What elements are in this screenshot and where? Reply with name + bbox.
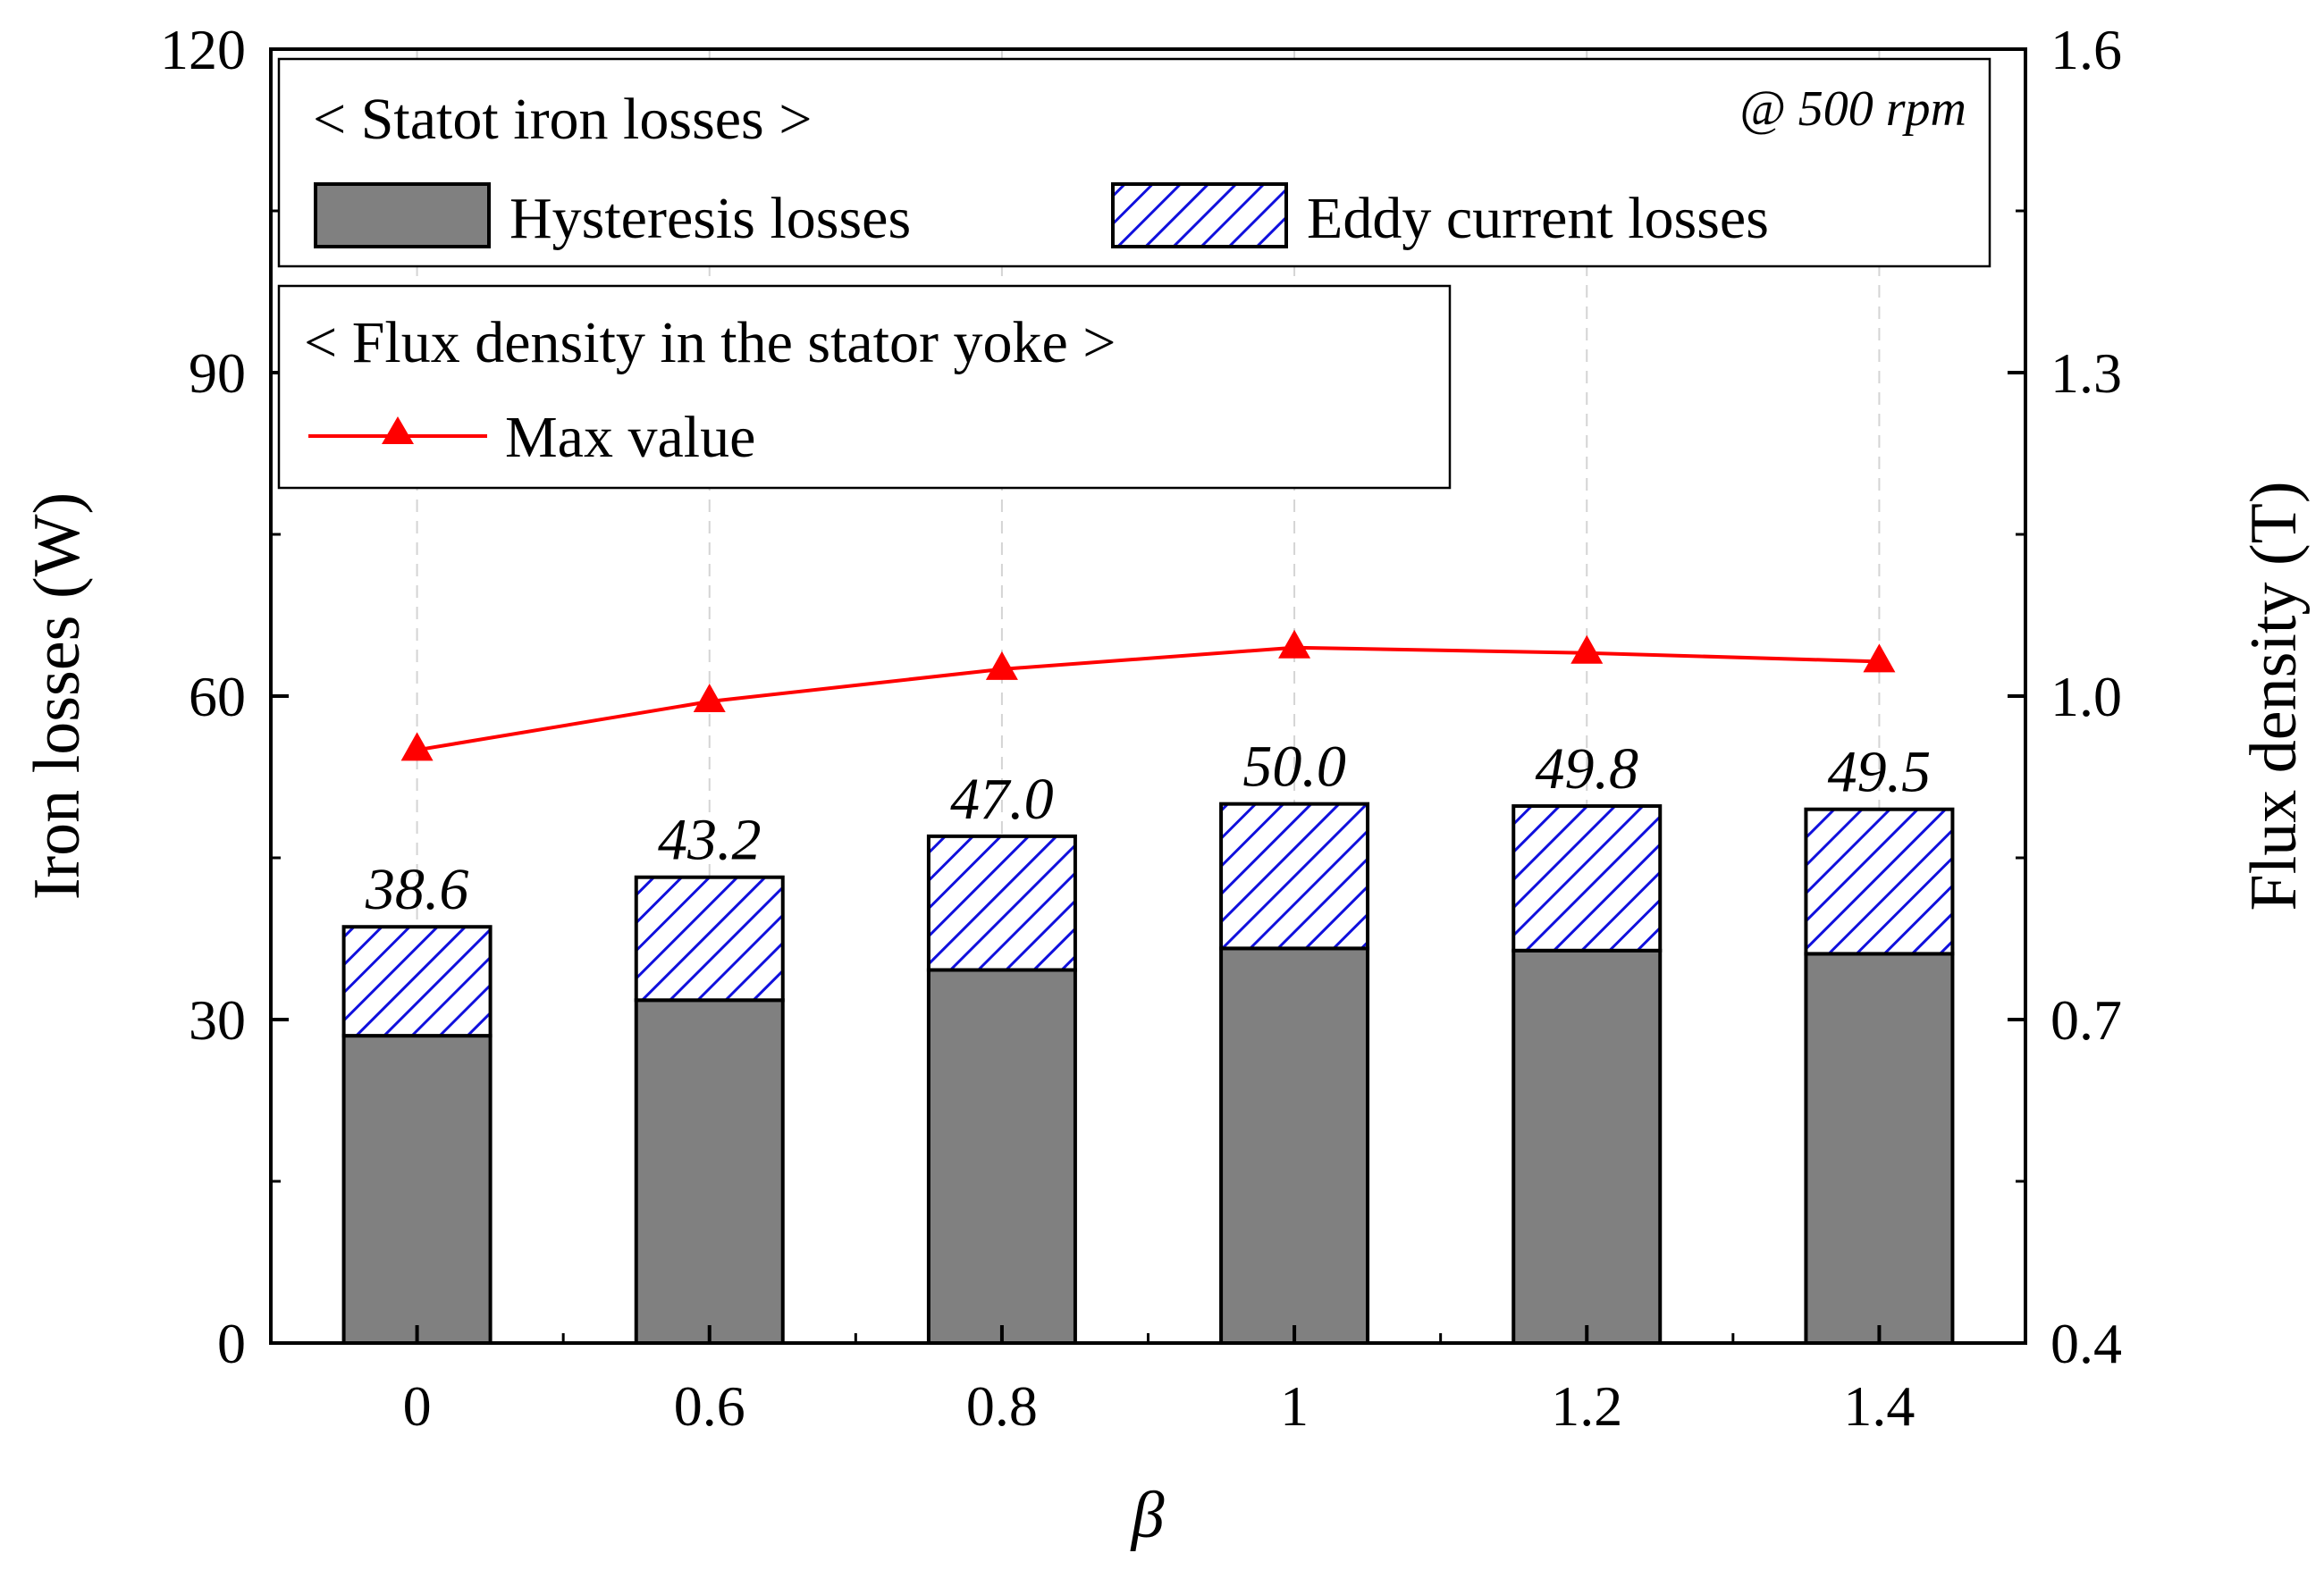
y-tick-label-1: 30 [189, 988, 246, 1052]
flux-marker-5 [1863, 643, 1896, 673]
legend-flux: < Flux density in the stator yoke > Max … [277, 284, 1452, 490]
bar-hysteresis-4 [1511, 948, 1663, 1345]
legend-eddy-swatch [1111, 182, 1288, 248]
y2-tick-label-2: 1.0 [2050, 665, 2122, 728]
total-label-1: 43.2 [658, 808, 762, 873]
legend-losses: < Statot iron losses > @ 500 rpm Hystere… [277, 57, 1991, 268]
y2-tick-label-3: 1.3 [2050, 341, 2122, 405]
y-tick-label-0: 0 [217, 1312, 246, 1375]
bar-eddy-5 [1804, 807, 1955, 956]
legend-max-label: Max value [505, 405, 755, 470]
bar-hysteresis-5 [1804, 952, 1955, 1345]
flux-marker-0 [400, 732, 434, 761]
x-axis-title: β [1130, 1479, 1165, 1552]
x-tick-label-3: 1 [1280, 1374, 1309, 1438]
flux-line [417, 645, 1880, 752]
y-axis-title: Iron losses (W) [21, 492, 94, 900]
total-label-5: 49.5 [1828, 740, 1932, 805]
bar-eddy-3 [1219, 802, 1370, 951]
legend-flux-box [277, 284, 1452, 490]
bar-eddy-0 [341, 925, 493, 1038]
bar-eddy-2 [926, 834, 1077, 972]
flux-marker-2 [985, 651, 1018, 680]
flux-line-series [400, 629, 1896, 761]
legend-max-marker [382, 416, 414, 444]
y2-tick-label-1: 0.7 [2050, 988, 2122, 1052]
y2-tick-label-4: 1.6 [2050, 18, 2122, 81]
bars: 38.6 43.2 47.0 50.0 49.8 49.5 [341, 735, 1955, 1346]
bar-hysteresis-0 [341, 1034, 493, 1345]
flux-marker-4 [1570, 634, 1604, 664]
y-tick-label-3: 90 [189, 341, 246, 405]
total-label-2: 47.0 [950, 767, 1054, 832]
y-tick-label-2: 60 [189, 665, 246, 728]
axis-ticks: 0 30 60 90 120 0.4 0.7 1.0 1.3 1.6 0 0.6 0.8 1 1.2 1.4 [160, 18, 2122, 1438]
bar-eddy-1 [634, 875, 785, 1003]
x-tick-label-0: 0 [403, 1374, 432, 1438]
x-tick-label-5: 1.4 [1843, 1374, 1915, 1438]
y2-axis-title: Flux density (T) [2237, 482, 2311, 911]
x-tick-label-4: 1.2 [1551, 1374, 1622, 1438]
rpm-note: @ 500 rpm [1739, 81, 1966, 137]
flux-marker-1 [693, 684, 726, 713]
total-label-4: 49.8 [1536, 736, 1639, 802]
legend-flux-header: < Flux density in the stator yoke > [304, 310, 1116, 375]
legend-hysteresis-swatch [314, 182, 491, 248]
x-tick-label-1: 0.6 [674, 1374, 745, 1438]
y2-tick-label-0: 0.4 [2050, 1312, 2122, 1375]
x-tick-label-2: 0.8 [966, 1374, 1038, 1438]
total-label-3: 50.0 [1242, 735, 1346, 800]
bar-hysteresis-1 [634, 998, 785, 1346]
legend-hysteresis-label: Hysteresis losses [509, 186, 911, 251]
bar-hysteresis-3 [1219, 946, 1370, 1345]
y-tick-label-4: 120 [160, 18, 246, 81]
bar-eddy-4 [1511, 804, 1663, 953]
legend-losses-header: < Statot iron losses > [313, 87, 812, 152]
flux-marker-3 [1278, 629, 1311, 659]
total-label-0: 38.6 [365, 857, 469, 922]
bar-hysteresis-2 [926, 968, 1077, 1345]
legend-eddy-label: Eddy current losses [1307, 186, 1769, 251]
